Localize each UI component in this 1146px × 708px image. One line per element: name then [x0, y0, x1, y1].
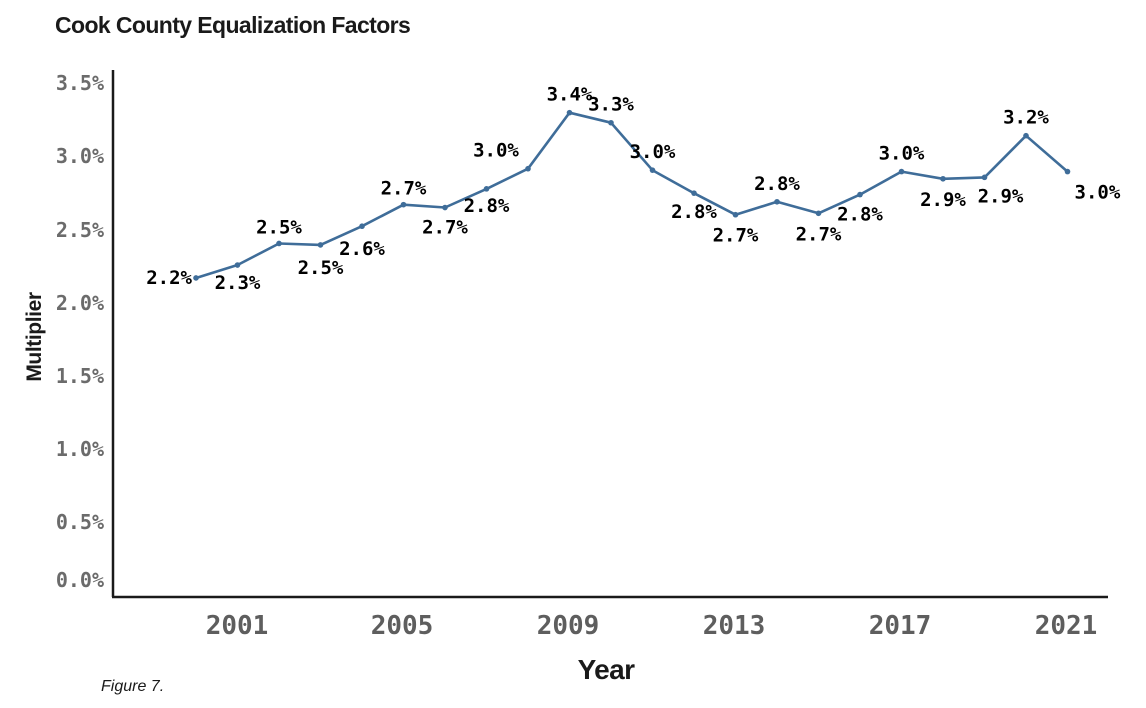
data-label: 3.0%	[879, 143, 925, 165]
data-label: 2.5%	[256, 217, 302, 239]
x-tick-labels: 2001 2005 2009 2013 2017 2021	[206, 611, 1098, 641]
data-point	[359, 223, 365, 230]
y-tick-label: 3.5%	[56, 71, 104, 95]
x-tick-label: 2001	[206, 611, 269, 641]
data-points	[193, 109, 1071, 281]
data-point	[1023, 132, 1029, 139]
y-tick-labels: 0.0% 0.5% 1.0% 1.5% 2.0% 2.5% 3.0% 3.5%	[56, 71, 104, 592]
y-tick-label: 1.5%	[56, 364, 104, 388]
x-tick-label: 2017	[869, 611, 932, 641]
data-point	[940, 175, 946, 182]
data-point	[193, 275, 199, 281]
x-tick-label: 2005	[371, 611, 434, 641]
data-label: 2.8%	[464, 195, 510, 217]
data-point	[691, 190, 697, 196]
data-label: 2.7%	[713, 225, 759, 247]
data-point	[898, 168, 905, 175]
x-axis-title: Year	[578, 654, 635, 685]
x-tick-label: 2021	[1035, 611, 1098, 641]
data-label: 2.5%	[298, 257, 344, 279]
data-label: 3.0%	[473, 140, 519, 162]
data-point	[608, 119, 614, 126]
data-point	[732, 211, 739, 218]
data-label: 2.7%	[381, 178, 427, 200]
data-label: 2.8%	[671, 201, 717, 223]
data-point	[649, 167, 656, 173]
data-label: 3.0%	[1075, 182, 1121, 204]
data-label: 2.7%	[422, 217, 468, 239]
x-tick-label: 2009	[537, 611, 600, 641]
data-labels: 2.2% 2.3%2.5%2.5%2.6%2.7%2.7%2.8%3.0%3.4%…	[146, 84, 1121, 294]
chart-title: Cook County Equalization Factors	[55, 12, 410, 38]
data-point	[525, 165, 531, 172]
y-tick-label: 3.0%	[56, 144, 104, 168]
data-label: 3.2%	[1003, 107, 1049, 129]
data-point	[442, 204, 448, 211]
y-tick-label: 0.5%	[56, 510, 104, 534]
data-label: 3.4%	[547, 84, 593, 106]
data-label: 2.6%	[339, 238, 385, 260]
figure-caption: Figure 7.	[101, 678, 164, 695]
data-point	[1064, 168, 1071, 175]
data-label: 2.8%	[754, 173, 800, 195]
data-label: 2.2%	[146, 267, 192, 289]
y-axis-title: Multiplier	[23, 292, 46, 382]
data-point	[276, 240, 282, 247]
data-label: 2.3%	[215, 272, 261, 294]
data-point	[857, 191, 863, 198]
data-label: 2.7%	[796, 223, 842, 245]
data-point	[317, 242, 324, 248]
x-tick-label: 2013	[703, 611, 766, 641]
data-point	[400, 201, 407, 208]
data-point	[981, 174, 988, 181]
data-point	[566, 109, 573, 116]
data-label: 3.0%	[630, 141, 676, 163]
data-label: 2.8%	[837, 204, 883, 226]
data-label: 2.9%	[920, 189, 966, 211]
data-point	[774, 198, 780, 205]
y-tick-label: 2.0%	[56, 291, 104, 315]
series-line	[194, 111, 1069, 280]
data-label: 3.3%	[588, 94, 634, 116]
y-tick-label: 0.0%	[56, 568, 104, 592]
y-tick-label: 2.5%	[56, 218, 104, 242]
data-label: 2.9%	[978, 185, 1024, 207]
data-point	[483, 186, 490, 192]
y-tick-label: 1.0%	[56, 437, 104, 461]
data-point	[234, 262, 241, 268]
data-point	[815, 210, 822, 217]
